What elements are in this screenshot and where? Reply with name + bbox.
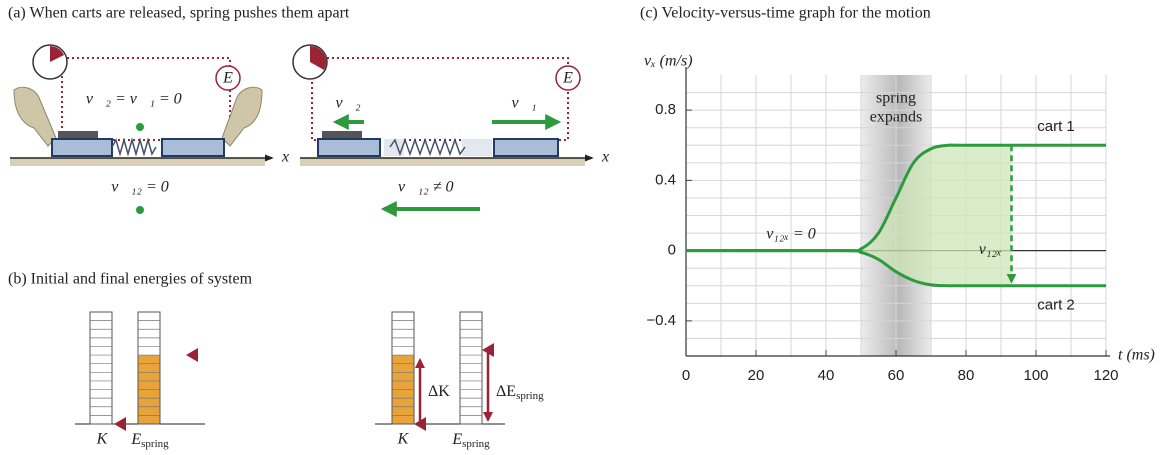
y-tick-label: 0.4	[655, 171, 676, 188]
x-tick-label: 40	[818, 367, 835, 384]
energy-badge	[215, 65, 241, 91]
symbol: E	[451, 431, 462, 448]
relative-label: v⃗₁₂ ≠ 0⃗	[398, 179, 466, 196]
axis-label: x	[601, 149, 609, 166]
flag	[58, 131, 98, 139]
ground	[10, 158, 265, 166]
energy-label: E	[562, 70, 573, 87]
velocity-label: v⃗₂ = v⃗₁ = 0⃗	[86, 91, 194, 108]
energy-column	[459, 311, 483, 425]
energy-column	[391, 311, 415, 425]
x-tick-label: 80	[958, 367, 975, 384]
hand	[221, 86, 263, 147]
symbol: ΔE	[496, 383, 516, 400]
delta-k-label: ΔK	[428, 383, 450, 400]
zero-vector	[136, 206, 144, 214]
ghost	[462, 139, 492, 156]
system-boundary	[311, 57, 569, 141]
flag	[322, 131, 362, 139]
level-marker	[186, 348, 198, 362]
series-label: cart 2	[1037, 297, 1075, 314]
zero-label: v₁₂ₓ = 0	[766, 225, 816, 242]
spring	[389, 137, 466, 157]
v2-label: v⃗₂	[335, 95, 361, 112]
energy-bars	[75, 311, 505, 431]
y-tick-label: −0.4	[646, 312, 676, 329]
cart	[317, 138, 381, 157]
cart	[161, 138, 225, 157]
symbol: E	[130, 431, 141, 448]
clock-hand	[50, 46, 64, 62]
x-axis-label: t (ms)	[1118, 347, 1155, 364]
x-tick-label: 20	[748, 367, 765, 384]
spring	[111, 137, 157, 157]
x-tick-label: 60	[888, 367, 905, 384]
series-label: cart 1	[1037, 118, 1075, 135]
scene-left: x E v⃗₂ = v⃗₁ = 0⃗ v⃗₁₂ = 0	[10, 44, 289, 214]
y-tick-label: 0.8	[655, 101, 676, 118]
x-tick-label: 100	[1023, 367, 1048, 384]
delta-spring-label: ΔEspring	[496, 383, 544, 402]
difference-label: v₁₂ₓ	[979, 241, 1002, 258]
cart	[493, 138, 559, 157]
energy-column	[89, 311, 113, 425]
level-marker	[482, 343, 494, 357]
spring-label: Espring	[451, 431, 490, 450]
subscript: spring	[141, 438, 169, 450]
subscript: spring	[462, 438, 490, 450]
clock-hand	[310, 45, 327, 70]
k-label: K	[397, 431, 410, 448]
symbol: ΔK	[428, 383, 450, 400]
level-marker	[414, 417, 426, 431]
energy-column	[137, 311, 161, 425]
hand	[13, 86, 57, 147]
v1-label: v⃗₁	[511, 95, 536, 112]
panel-b-title: (b) Initial and final energies of system	[8, 271, 253, 288]
spring-label: Espring	[130, 431, 169, 450]
y-axis-label: vₓ (m/s)	[644, 53, 693, 70]
axis-label: x	[281, 149, 289, 166]
ground	[300, 158, 585, 166]
y-tick-label: 0	[668, 242, 676, 259]
zero-vector	[136, 123, 144, 131]
difference-area	[861, 144, 1012, 286]
k-label: K	[96, 431, 109, 448]
energy-badge	[555, 65, 581, 91]
chart-title: (c) Velocity-versus-time graph for the m…	[640, 5, 931, 22]
level-marker	[114, 417, 126, 431]
scene-right: x E v⃗₂ v⃗₁ v⃗₁₂ ≠ 0⃗	[292, 44, 609, 217]
cart	[51, 138, 113, 157]
relative-label: v⃗₁₂ = 0	[111, 179, 168, 196]
energy-label: E	[222, 70, 233, 87]
series-line	[685, 248, 1106, 288]
subscript: spring	[516, 390, 544, 402]
panel-a-title: (a) When carts are released, spring push…	[8, 5, 350, 22]
x-tick-label: 120	[1093, 367, 1118, 384]
x-tick-label: 0	[682, 367, 690, 384]
